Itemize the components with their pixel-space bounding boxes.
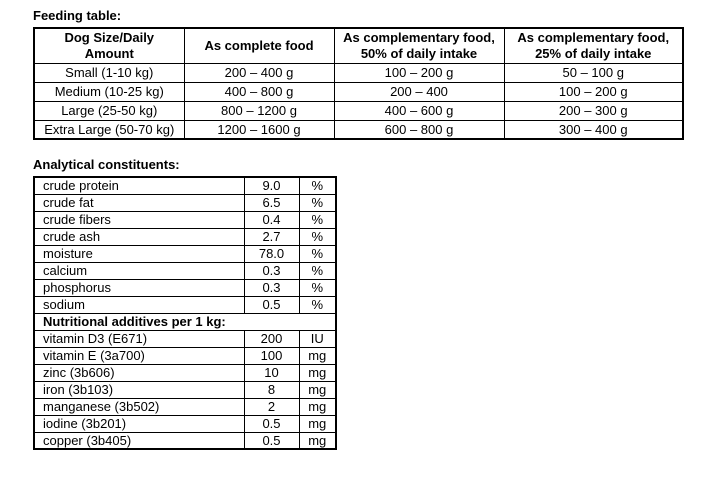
constituent-value: 0.3 [243, 278, 300, 297]
table-cell: Medium (10-25 kg) [33, 81, 185, 102]
additive-unit: mg [298, 346, 337, 365]
additive-unit: IU [298, 329, 337, 348]
table-row: vitamin D3 (E671) 200 IU [33, 329, 337, 348]
table-cell: 100 – 200 g [333, 62, 505, 83]
table-row: zinc (3b606) 10 mg [33, 363, 337, 382]
table-cell: 400 – 800 g [183, 81, 335, 102]
table-row: copper (3b405) 0.5 mg [33, 431, 337, 450]
constituent-name: crude protein [33, 176, 245, 195]
additive-unit: mg [298, 363, 337, 382]
table-row: Large (25-50 kg) 800 – 1200 g 400 – 600 … [33, 100, 684, 121]
table-row: iodine (3b201) 0.5 mg [33, 414, 337, 433]
feeding-header-complete-food: As complete food [183, 27, 335, 64]
additive-name: vitamin E (3a700) [33, 346, 245, 365]
table-row: calcium 0.3 % [33, 261, 337, 280]
constituent-unit: % [298, 261, 337, 280]
additive-value: 0.5 [243, 431, 300, 450]
table-cell: 50 – 100 g [503, 62, 684, 83]
constituent-value: 0.3 [243, 261, 300, 280]
table-row: Small (1-10 kg) 200 – 400 g 100 – 200 g … [33, 62, 684, 83]
table-cell: Extra Large (50-70 kg) [33, 119, 185, 140]
constituent-unit: % [298, 295, 337, 314]
additive-unit: mg [298, 414, 337, 433]
table-cell: 800 – 1200 g [183, 100, 335, 121]
feeding-header-complementary-25: As complementary food, 25% of daily inta… [503, 27, 684, 64]
constituent-name: crude fat [33, 193, 245, 212]
analytical-section: Analytical constituents: crude protein 9… [33, 157, 337, 450]
table-row: iron (3b103) 8 mg [33, 380, 337, 399]
additive-unit: mg [298, 431, 337, 450]
feeding-header-row: Dog Size/Daily Amount As complete food A… [33, 27, 684, 64]
constituent-value: 78.0 [243, 244, 300, 263]
additive-name: zinc (3b606) [33, 363, 245, 382]
table-row: crude ash 2.7 % [33, 227, 337, 246]
table-row: crude fibers 0.4 % [33, 210, 337, 229]
table-row: crude fat 6.5 % [33, 193, 337, 212]
constituent-name: sodium [33, 295, 245, 314]
constituent-unit: % [298, 210, 337, 229]
table-cell: 600 – 800 g [333, 119, 505, 140]
additive-value: 100 [243, 346, 300, 365]
table-row: sodium 0.5 % [33, 295, 337, 314]
feeding-table-title: Feeding table: [33, 8, 122, 23]
table-cell: 400 – 600 g [333, 100, 505, 121]
table-cell: 1200 – 1600 g [183, 119, 335, 140]
additive-name: copper (3b405) [33, 431, 245, 450]
additive-name: iron (3b103) [33, 380, 245, 399]
constituent-name: phosphorus [33, 278, 245, 297]
analytical-constituents-table: crude protein 9.0 % crude fat 6.5 % crud… [33, 176, 337, 450]
table-row: crude protein 9.0 % [33, 176, 337, 195]
analytical-table-title: Analytical constituents: [33, 157, 180, 172]
constituent-value: 2.7 [243, 227, 300, 246]
table-row: moisture 78.0 % [33, 244, 337, 263]
additive-name: vitamin D3 (E671) [33, 329, 245, 348]
constituent-unit: % [298, 176, 337, 195]
additive-name: manganese (3b502) [33, 397, 245, 416]
constituent-unit: % [298, 227, 337, 246]
feeding-header-dog-size: Dog Size/Daily Amount [33, 27, 185, 64]
table-cell: 300 – 400 g [503, 119, 684, 140]
table-row: Medium (10-25 kg) 400 – 800 g 200 – 400 … [33, 81, 684, 102]
constituent-name: moisture [33, 244, 245, 263]
feeding-table: Dog Size/Daily Amount As complete food A… [33, 27, 684, 140]
constituent-name: crude fibers [33, 210, 245, 229]
constituent-name: crude ash [33, 227, 245, 246]
table-cell: 200 – 400 [333, 81, 505, 102]
constituent-value: 9.0 [243, 176, 300, 195]
table-cell: 200 – 300 g [503, 100, 684, 121]
table-row: vitamin E (3a700) 100 mg [33, 346, 337, 365]
additives-header: Nutritional additives per 1 kg: [33, 312, 337, 331]
table-row: phosphorus 0.3 % [33, 278, 337, 297]
additive-name: iodine (3b201) [33, 414, 245, 433]
constituent-value: 0.5 [243, 295, 300, 314]
additive-value: 8 [243, 380, 300, 399]
table-cell: 200 – 400 g [183, 62, 335, 83]
additive-value: 0.5 [243, 414, 300, 433]
additive-value: 10 [243, 363, 300, 382]
table-cell: Large (25-50 kg) [33, 100, 185, 121]
constituent-value: 0.4 [243, 210, 300, 229]
additive-unit: mg [298, 397, 337, 416]
feeding-section: Feeding table: Dog Size/Daily Amount As … [33, 8, 684, 140]
additives-header-row: Nutritional additives per 1 kg: [33, 312, 337, 331]
additive-unit: mg [298, 380, 337, 399]
additive-value: 200 [243, 329, 300, 348]
table-cell: Small (1-10 kg) [33, 62, 185, 83]
constituent-value: 6.5 [243, 193, 300, 212]
table-cell: 100 – 200 g [503, 81, 684, 102]
constituent-unit: % [298, 278, 337, 297]
table-row: Extra Large (50-70 kg) 1200 – 1600 g 600… [33, 119, 684, 140]
constituent-unit: % [298, 244, 337, 263]
additive-value: 2 [243, 397, 300, 416]
constituent-name: calcium [33, 261, 245, 280]
table-row: manganese (3b502) 2 mg [33, 397, 337, 416]
constituent-unit: % [298, 193, 337, 212]
feeding-header-complementary-50: As complementary food, 50% of daily inta… [333, 27, 505, 64]
